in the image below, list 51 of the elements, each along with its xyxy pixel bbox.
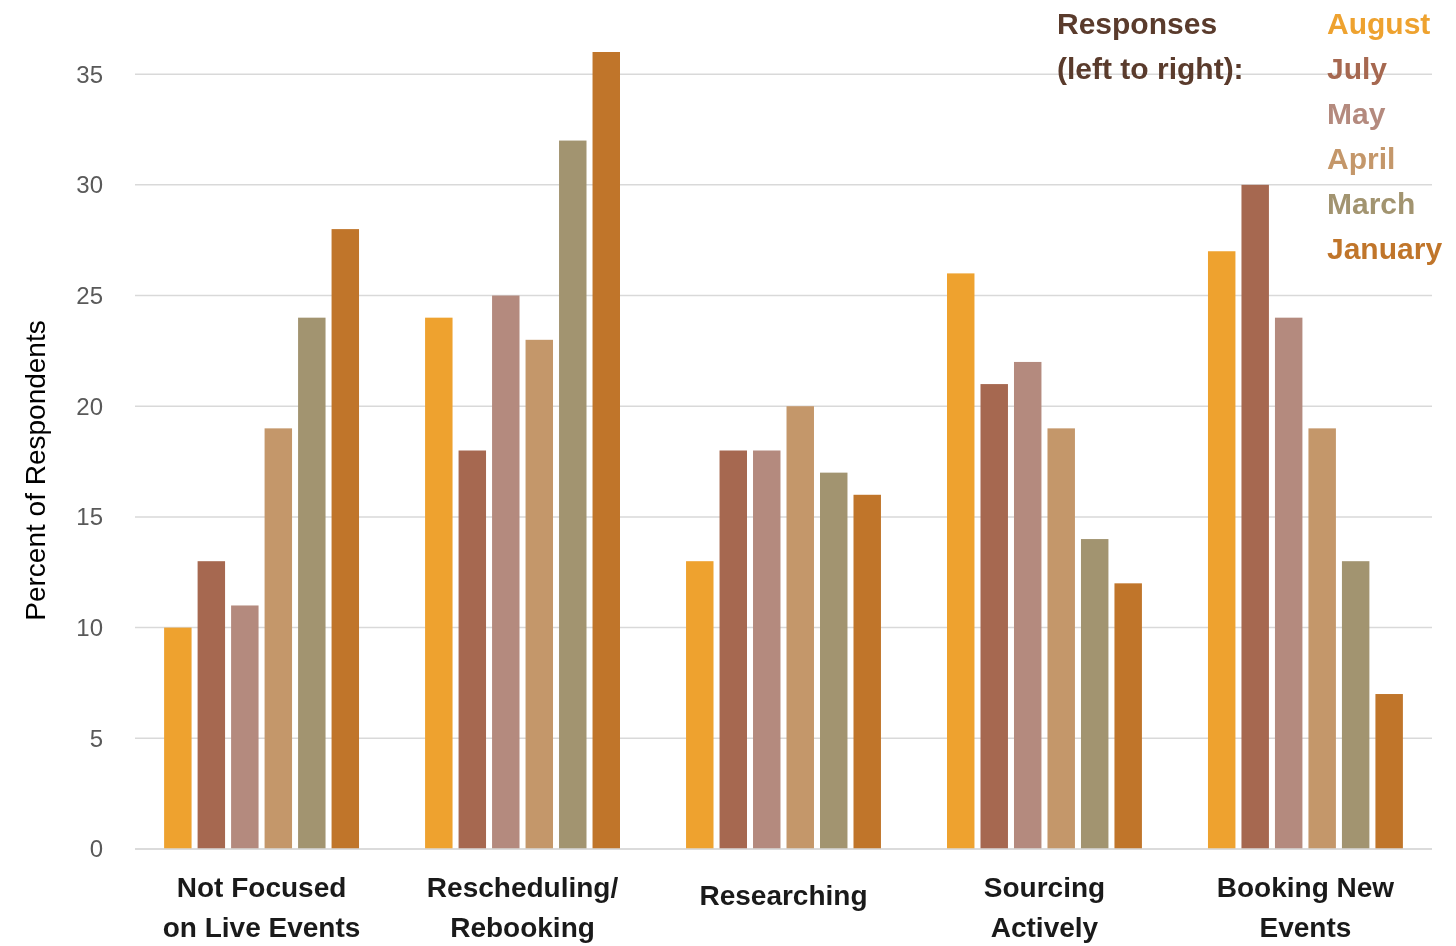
bar — [1308, 428, 1336, 849]
y-tick-label: 10 — [76, 614, 103, 642]
text: March — [1327, 187, 1416, 220]
bar — [331, 229, 360, 849]
y-tick-label: 35 — [76, 60, 103, 88]
bar — [592, 52, 620, 849]
bar — [425, 317, 453, 849]
y-tick-label: 20 — [76, 392, 103, 420]
bar — [264, 428, 293, 849]
y-tick-label: 0 — [89, 835, 103, 863]
bar — [1047, 428, 1075, 849]
bar — [492, 295, 520, 849]
text: August — [1327, 7, 1431, 40]
y-tick-label: 30 — [76, 171, 103, 199]
bar — [719, 450, 747, 849]
x-tick-label: Booking New Events — [1216, 872, 1395, 943]
bar — [1274, 317, 1303, 849]
bar — [820, 472, 848, 849]
legend-title: Responses (left to right): — [1057, 7, 1244, 85]
bar — [1207, 251, 1236, 849]
y-axis-title: Percent of Respondents — [20, 320, 51, 621]
bar — [1341, 561, 1370, 849]
bar — [525, 339, 554, 849]
bar — [458, 450, 487, 849]
bar — [1080, 539, 1109, 849]
bar — [164, 627, 192, 849]
x-tick-label: Rescheduling/ Rebooking — [426, 872, 619, 943]
x-tick-label: Not Focused on Live Events — [162, 872, 361, 943]
y-tick-label: 15 — [76, 503, 103, 531]
x-tick-label: Sourcing Actively — [983, 872, 1106, 943]
y-tick-label: 25 — [76, 281, 103, 309]
text: April — [1327, 142, 1396, 175]
bar — [686, 561, 714, 849]
bar — [1114, 583, 1142, 849]
bar — [853, 494, 881, 849]
text: May — [1327, 97, 1386, 130]
x-tick-label: Researching — [699, 880, 868, 911]
bar — [1241, 184, 1269, 849]
bar — [980, 384, 1008, 849]
bar — [786, 406, 814, 849]
bar — [197, 561, 226, 849]
bar — [947, 273, 975, 849]
bar — [231, 605, 259, 849]
text: July — [1327, 52, 1388, 85]
text: January — [1327, 232, 1443, 265]
bar — [1013, 361, 1042, 849]
bar — [298, 317, 326, 849]
y-tick-label: 5 — [89, 724, 103, 752]
bar — [753, 450, 781, 849]
bar — [1375, 694, 1403, 849]
bar — [559, 140, 587, 849]
